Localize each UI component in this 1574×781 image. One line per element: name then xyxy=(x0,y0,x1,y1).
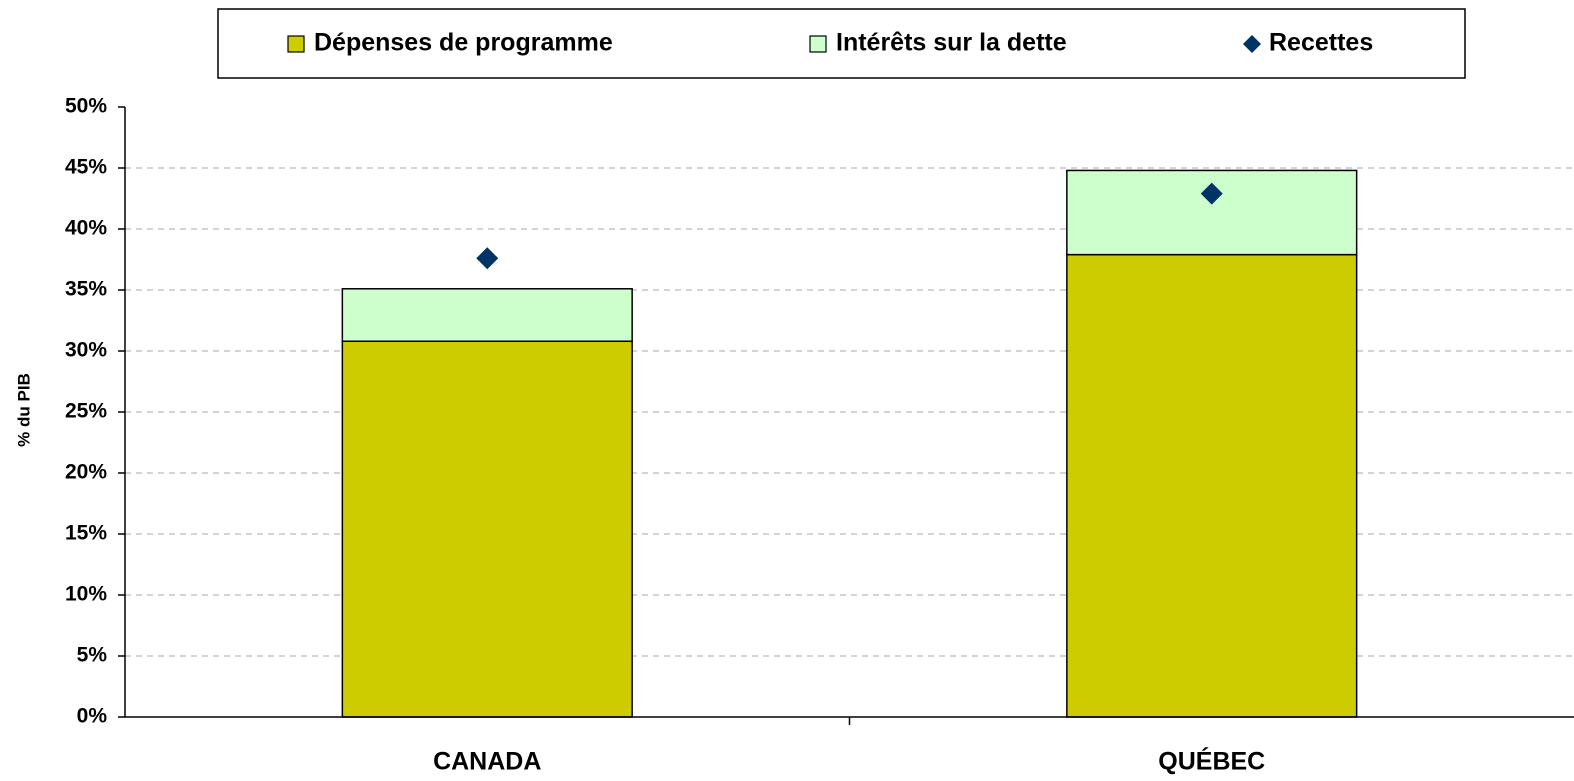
legend-swatch xyxy=(287,35,305,53)
y-tick-label: 5% xyxy=(77,644,108,667)
marker xyxy=(1200,182,1223,205)
bar-segment xyxy=(341,340,633,718)
y-tick-label: 45% xyxy=(65,156,107,179)
y-tick-label: 30% xyxy=(65,339,107,362)
bar-segment xyxy=(1066,253,1358,718)
y-tick-label: 20% xyxy=(65,461,107,484)
legend-label: Dépenses de programme xyxy=(314,29,613,57)
x-tick-label: CANADA xyxy=(433,748,541,776)
y-tick-label: 15% xyxy=(65,522,107,545)
y-tick-label: 40% xyxy=(65,217,107,240)
legend-label: Recettes xyxy=(1269,29,1373,57)
y-tick-label: 50% xyxy=(65,95,107,118)
legend-swatch xyxy=(1243,35,1261,53)
legend-label: Intérêts sur la dette xyxy=(836,29,1067,57)
x-tick-label: QUÉBEC xyxy=(1158,747,1265,776)
marker xyxy=(476,247,499,270)
y-tick-label: 25% xyxy=(65,400,107,423)
bar-segment xyxy=(341,288,633,342)
y-axis-label: % du PIB xyxy=(14,373,33,447)
y-tick-label: 0% xyxy=(77,705,108,728)
y-tick-label: 10% xyxy=(65,583,107,606)
y-tick-label: 35% xyxy=(65,278,107,301)
legend-swatch xyxy=(809,35,827,53)
